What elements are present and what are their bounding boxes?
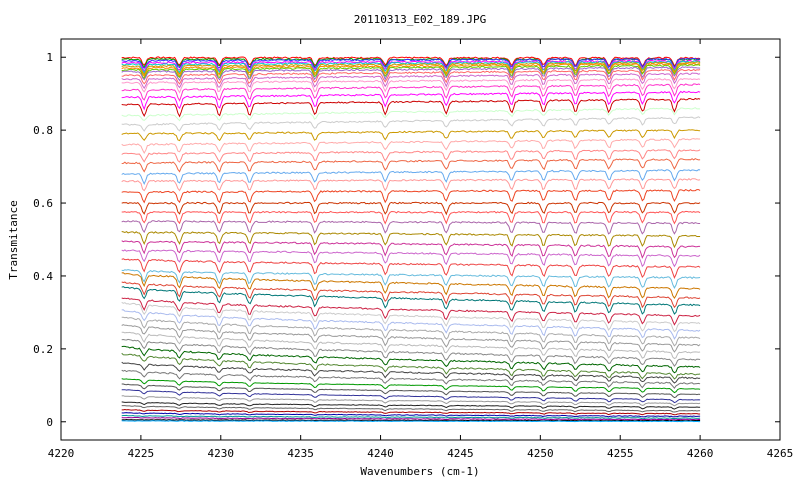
series-line [121, 331, 701, 360]
series-line [121, 240, 701, 259]
series-line [121, 90, 701, 111]
y-tick-label: 1 [46, 51, 53, 64]
series-line [121, 78, 701, 94]
series-line [121, 416, 701, 421]
series-line [121, 297, 701, 326]
series-line [121, 188, 701, 204]
series-line [121, 169, 701, 186]
series-line [121, 412, 701, 418]
series-line [121, 352, 701, 380]
series-line [121, 338, 701, 367]
series-line [121, 269, 701, 289]
x-tick-label: 4265 [767, 447, 794, 460]
series-line [121, 116, 701, 132]
series-line [121, 286, 701, 315]
y-tick-label: 0.2 [33, 343, 53, 356]
x-tick-label: 4240 [367, 447, 394, 460]
series-line [121, 383, 701, 399]
series-line [121, 59, 701, 72]
x-axis-ticks: 4220 4225 4230 4235 4240 4245 4250 4255 4260 4265 [48, 39, 794, 460]
series-line [121, 66, 701, 82]
series-line [121, 178, 701, 192]
series-line [121, 345, 701, 374]
series-line [121, 395, 701, 407]
series-line [121, 281, 701, 309]
series-line [121, 68, 701, 85]
series-line [121, 249, 701, 268]
series-line [121, 324, 701, 353]
series-line [121, 301, 701, 333]
series-line [121, 83, 701, 102]
series-line [121, 420, 701, 423]
y-tick-label: 0.4 [33, 270, 53, 283]
series-line [121, 316, 701, 347]
series-line [121, 408, 701, 416]
series-line [121, 64, 701, 80]
series-line [121, 56, 701, 68]
series-line [121, 272, 701, 300]
series-line [121, 309, 701, 340]
x-tick-label: 4250 [527, 447, 554, 460]
y-tick-label: 0.8 [33, 124, 53, 137]
series-line [121, 361, 701, 384]
series-line [121, 378, 701, 394]
x-tick-label: 4230 [208, 447, 235, 460]
y-tick-label: 0 [46, 416, 53, 429]
series-line [121, 210, 701, 225]
y-axis-ticks: 0 0.2 0.4 0.6 0.8 1 [33, 51, 780, 429]
series-line [121, 414, 701, 420]
series-line [121, 107, 701, 122]
series-line [121, 258, 701, 279]
series-line [121, 418, 701, 422]
x-tick-label: 4220 [48, 447, 75, 460]
series-line [121, 158, 701, 173]
series-line [121, 369, 701, 390]
series-line [121, 129, 701, 142]
series-group [121, 56, 701, 423]
series-line [121, 61, 701, 76]
plot-frame [60, 38, 781, 441]
x-axis-label: Wavenumbers (cm-1) [360, 465, 479, 478]
x-tick-label: 4225 [128, 447, 155, 460]
y-tick-label: 0.6 [33, 197, 53, 210]
series-line [121, 97, 701, 118]
series-line [121, 72, 701, 90]
chart-title: 20110313_E02_189.JPG [354, 13, 486, 26]
series-line [121, 405, 701, 413]
x-tick-label: 4235 [287, 447, 314, 460]
series-line [121, 220, 701, 235]
series-line [121, 401, 701, 410]
series-line [121, 201, 701, 216]
series-line [121, 62, 701, 78]
x-tick-label: 4255 [607, 447, 634, 460]
series-line [121, 149, 701, 163]
x-tick-label: 4260 [687, 447, 714, 460]
series-line [121, 230, 701, 249]
y-axis-label: Transmitance [7, 200, 20, 279]
x-tick-label: 4245 [447, 447, 474, 460]
series-line [121, 389, 701, 404]
series-line [121, 138, 701, 155]
series-line [121, 60, 701, 74]
